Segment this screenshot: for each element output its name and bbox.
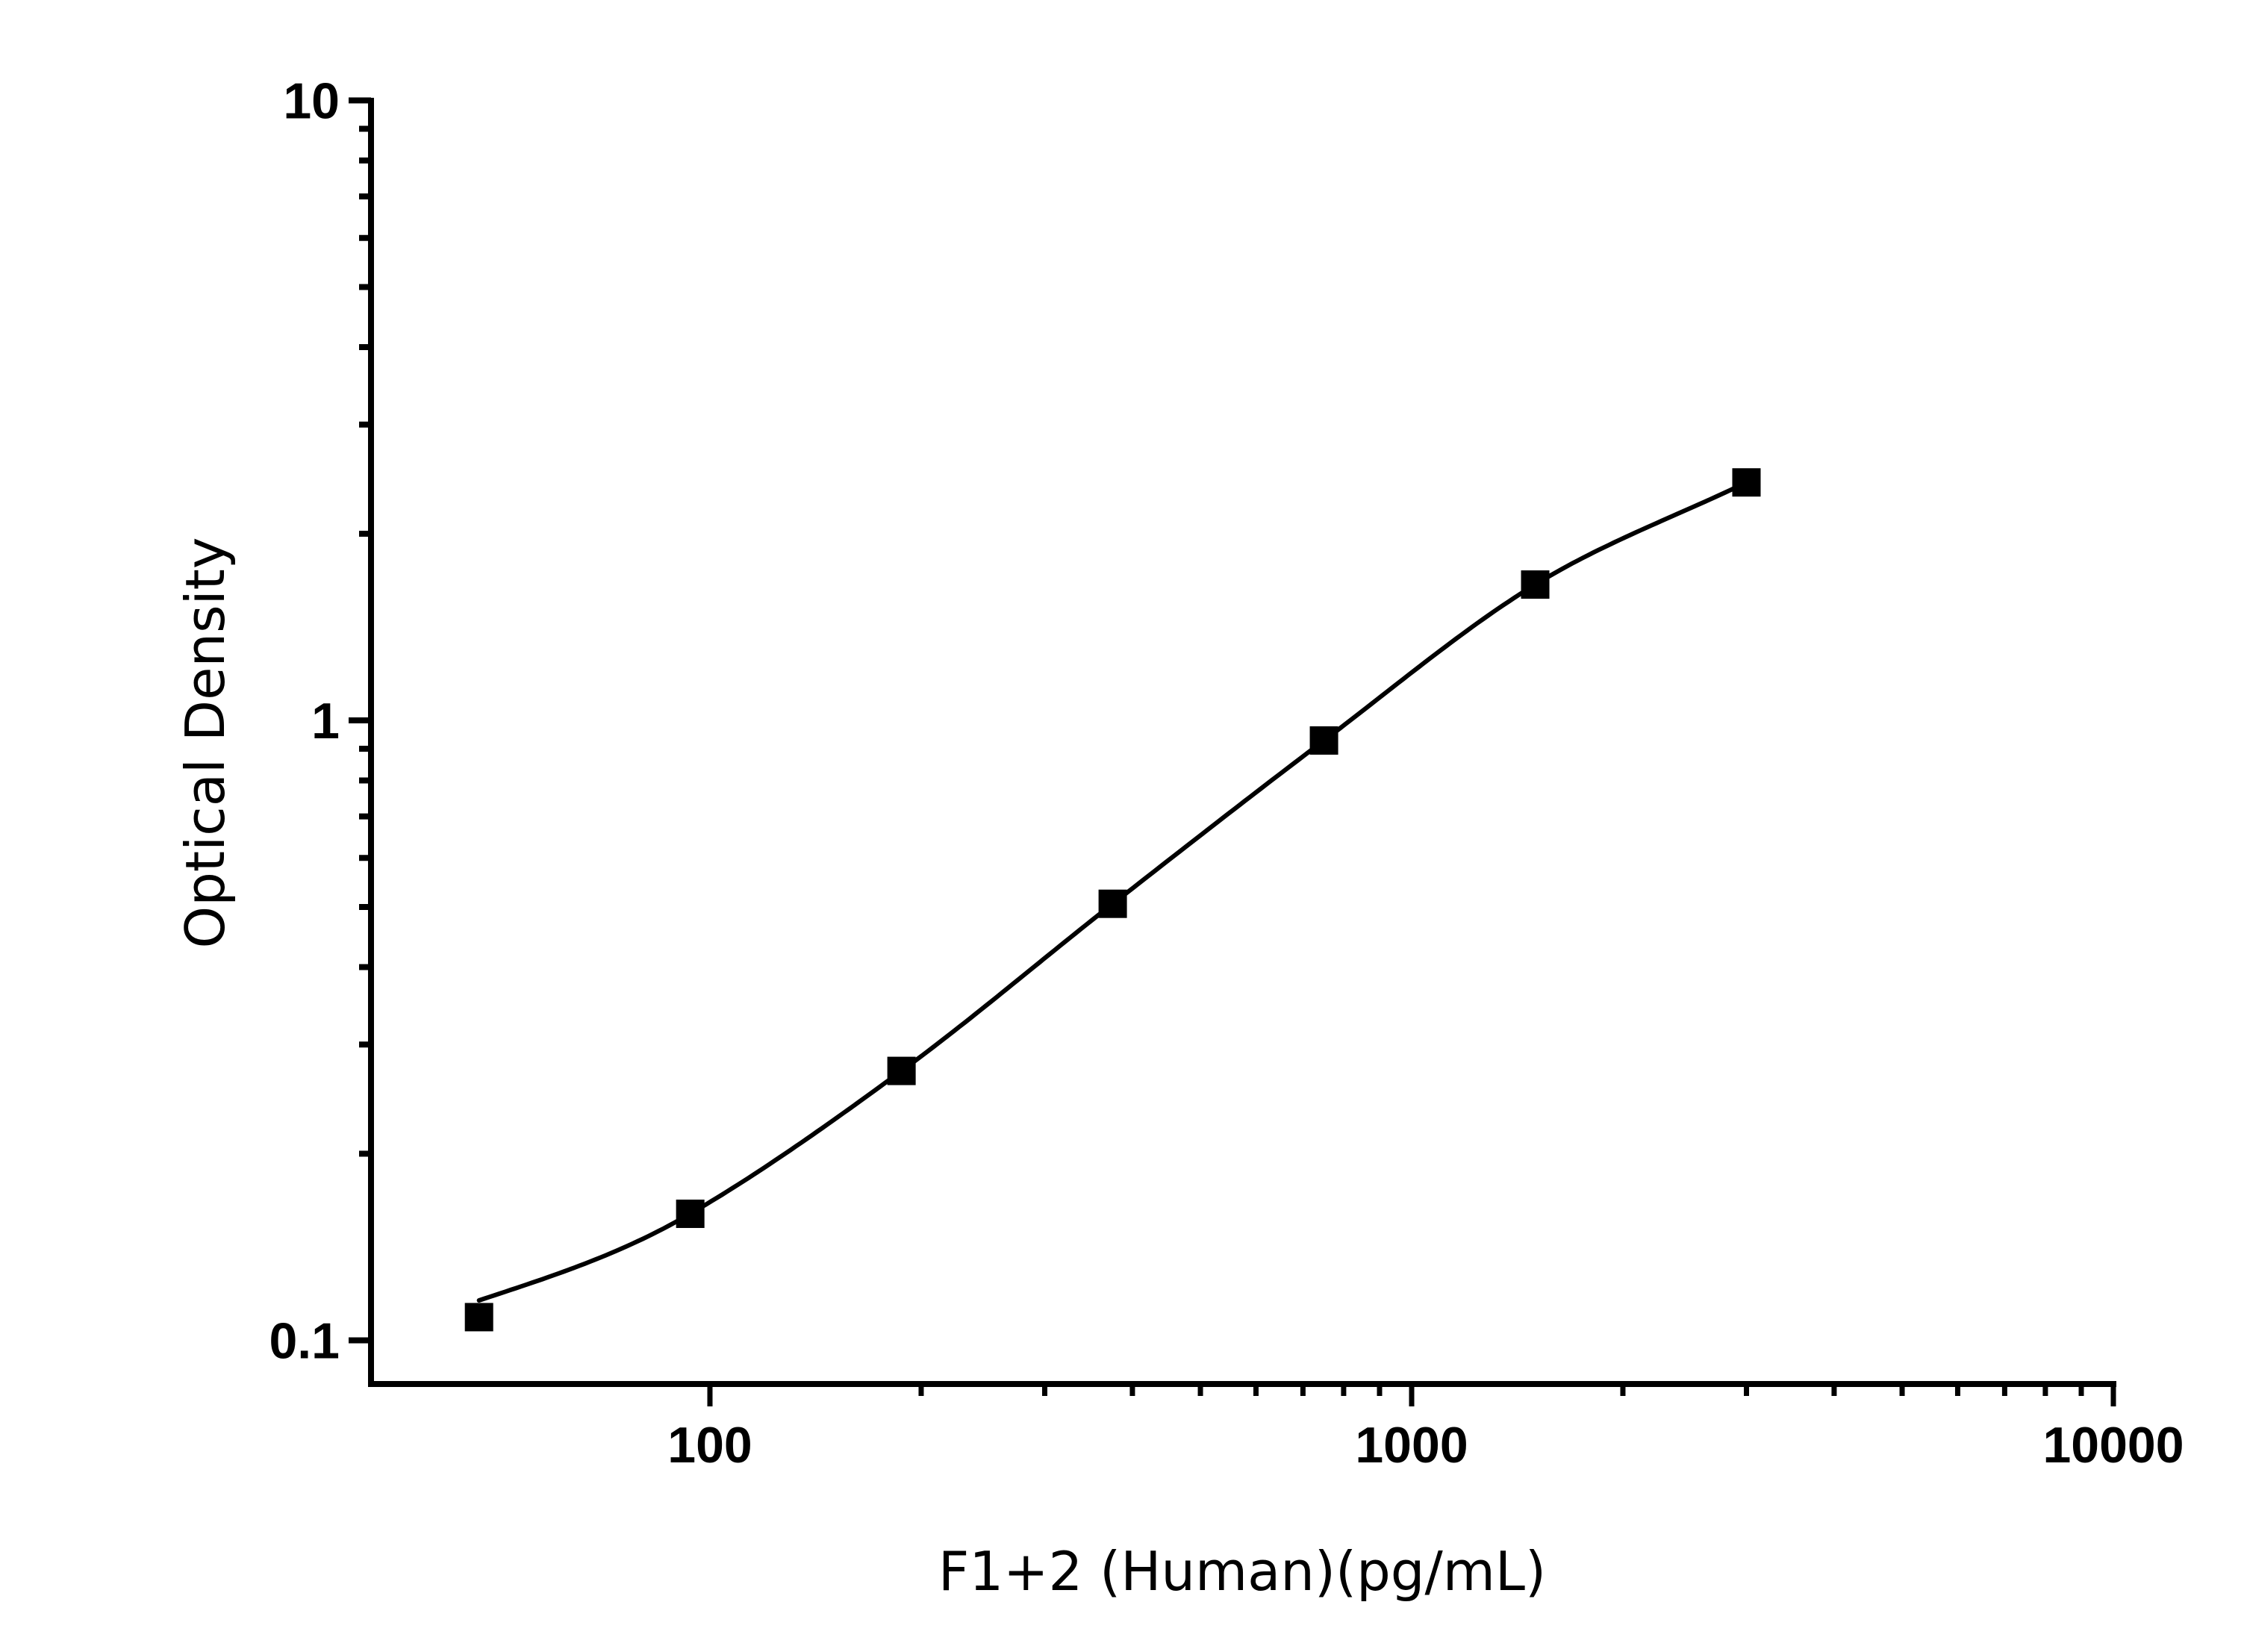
y-tick-label: 0.1 [269,1313,340,1370]
x-axis-title: F1+2 (Human)(pg/mL) [938,1540,1546,1603]
data-point-marker [1098,889,1127,918]
data-point-marker [1309,726,1338,755]
data-point-marker [887,1056,916,1085]
data-point-marker [676,1199,705,1228]
data-point-marker [1521,570,1550,599]
x-tick-label: 1000 [1355,1417,1468,1474]
data-point-marker [1732,468,1761,497]
y-tick-label: 1 [311,693,340,749]
data-point-marker [464,1303,493,1332]
y-axis-title: Optical Density [174,537,237,949]
y-axis-ticks: 0.1 1 10 [269,73,371,1370]
y-tick-label: 10 [283,73,340,130]
x-tick-label: 100 [667,1417,752,1474]
axes [368,98,2116,1387]
x-axis-ticks: 100 1000 10000 [667,1384,2184,1474]
x-tick-label: 10000 [2042,1417,2184,1474]
data-markers [464,468,1761,1332]
